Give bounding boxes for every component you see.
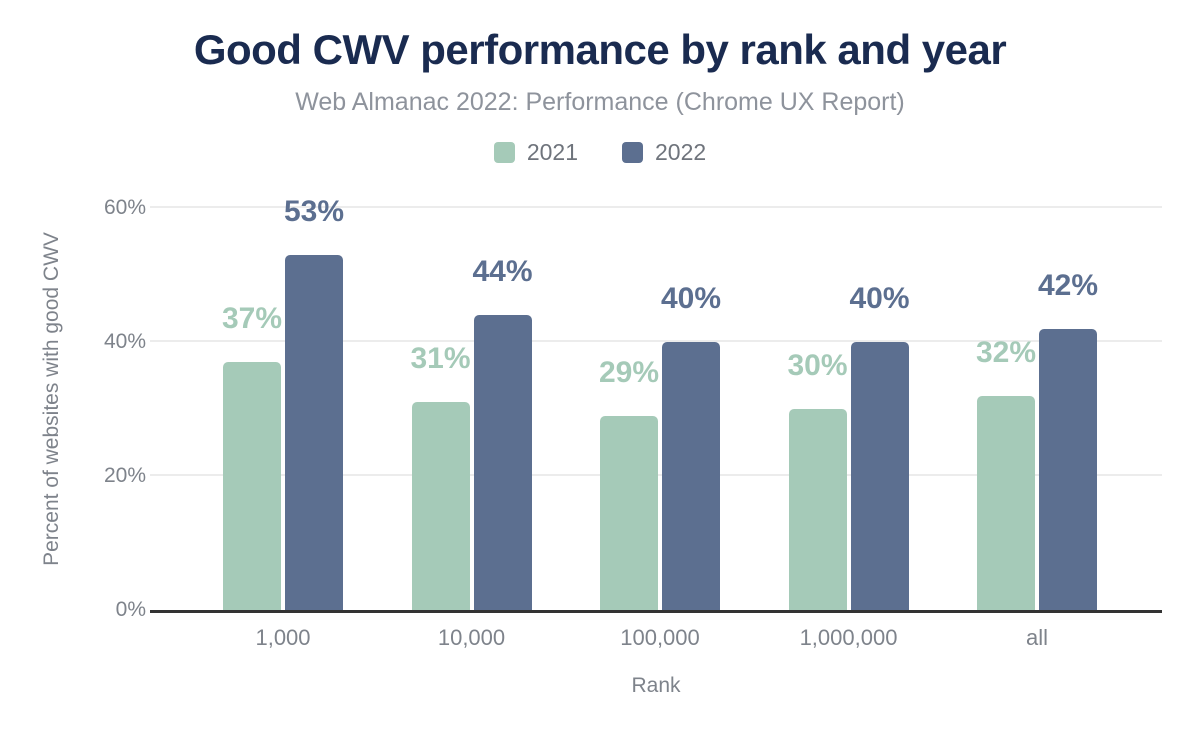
x-tick-label: 100,000 [620, 625, 700, 650]
legend-swatch-2021 [493, 142, 515, 163]
bar-2021 [600, 415, 658, 610]
bar-slot: 53% [283, 188, 345, 610]
bar-2021 [788, 409, 847, 610]
bar-slot: 30% [787, 188, 848, 610]
x-axis-line [150, 610, 1162, 613]
y-tick-label: 20% [103, 464, 146, 488]
value-label-2022: 42% [1037, 268, 1099, 302]
value-label-2022: 40% [849, 282, 910, 316]
bar-slot: 40% [660, 188, 722, 610]
bar-group: 31% 44% 10,000 [410, 188, 533, 650]
bar-2021 [977, 395, 1035, 610]
legend-swatch-2022 [622, 142, 643, 163]
x-tick-label: 1,000 [255, 625, 311, 650]
gridline [150, 340, 1162, 343]
value-label-2022: 53% [283, 194, 345, 228]
value-label-2021: 29% [598, 355, 660, 389]
bar-2022 [662, 342, 720, 610]
legend-label-2022: 2022 [655, 139, 707, 165]
legend-label-2021: 2021 [526, 139, 578, 165]
bar-slot: 42% [1037, 188, 1099, 610]
bar-group: 29% 40% 100,000 [598, 188, 722, 650]
y-tick-label: 0% [115, 598, 146, 621]
bar-slot: 40% [849, 188, 910, 610]
legend-item-2022: 2022 [622, 139, 706, 166]
bar-2022 [1039, 328, 1097, 610]
x-tick-label: 10,000 [437, 625, 506, 650]
bar-group: 37% 53% 1,000 [221, 188, 345, 650]
bar-2022 [473, 315, 532, 610]
bar-2022 [850, 342, 909, 610]
bar-slot: 32% [975, 188, 1037, 610]
plot-area: 37% 53% 1,000 31% 44% 10,000 29% 40% 100,000 30% 4… [150, 188, 1162, 650]
value-label-2021: 31% [410, 342, 471, 376]
x-tick-label: 1,000,000 [799, 625, 898, 650]
y-tick-label: 60% [103, 196, 146, 220]
value-label-2022: 40% [660, 282, 722, 316]
value-label-2021: 30% [787, 349, 848, 383]
y-axis-ticks: 0% 20% 40% 60% [0, 188, 146, 620]
bar-slot: 31% [410, 188, 471, 610]
bar-2021 [411, 402, 470, 610]
gridline [150, 206, 1162, 209]
bar-2022 [285, 254, 343, 610]
bar-slot: 44% [472, 188, 533, 610]
x-axis-title: Rank [631, 674, 681, 697]
legend-item-2021: 2021 [493, 139, 578, 166]
value-label-2022: 44% [472, 255, 533, 289]
y-tick-label: 40% [103, 330, 146, 354]
x-tick-label: all [1025, 625, 1049, 650]
chart-subtitle: Web Almanac 2022: Performance (Chrome UX… [295, 88, 905, 116]
bar-2021 [223, 362, 281, 610]
bar-group: 32% 42% all [975, 188, 1099, 650]
chart-title: Good CWV performance by rank and year [193, 26, 1007, 73]
value-label-2021: 37% [221, 302, 283, 336]
bar-group: 30% 40% 1,000,000 [787, 188, 910, 650]
bar-slot: 37% [221, 188, 283, 610]
value-label-2021: 32% [975, 335, 1037, 369]
bar-slot: 29% [598, 188, 660, 610]
bars-row: 37% 53% 1,000 31% 44% 10,000 29% 40% 100,000 30% 4… [221, 188, 1099, 650]
legend: 2021 2022 [0, 139, 1200, 166]
